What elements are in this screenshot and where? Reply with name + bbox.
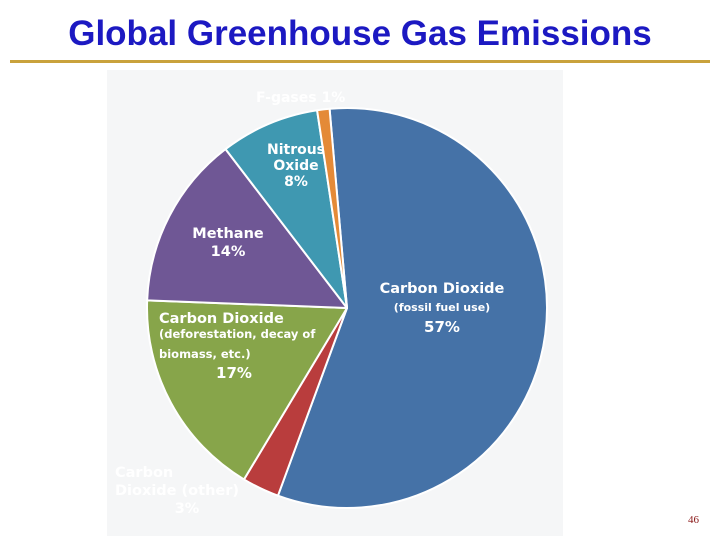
pie-slice-co2-deforestation xyxy=(146,299,348,481)
slice-label-f-gases-line-1: F-gases 1% xyxy=(256,90,345,106)
page-number: 46 xyxy=(688,514,699,526)
slice-label-nitrous-oxide-line-3: 8% xyxy=(284,174,308,190)
slice-label-co2-deforestation-line-1: Carbon Dioxide xyxy=(159,311,284,327)
slice-label-co2-deforestation-line-3: biomass, etc.) xyxy=(159,347,251,361)
pie-slice-f-gases xyxy=(316,107,348,309)
slice-label-co2-fossil-line-2: (fossil fuel use) xyxy=(394,301,490,314)
slice-label-nitrous-oxide-line-2: Oxide xyxy=(273,158,318,174)
title-divider xyxy=(10,60,710,63)
slice-label-co2-deforestation-line-4: 17% xyxy=(216,364,252,382)
slide-title: Global Greenhouse Gas Emissions xyxy=(68,14,652,53)
pie-slice-methane xyxy=(146,148,348,309)
pie-slice-co2-fossil xyxy=(276,107,548,509)
slice-label-co2-other-line-1: Carbon xyxy=(115,465,173,481)
pie-slice-nitrous-oxide xyxy=(224,109,348,309)
slice-label-nitrous-oxide-line-1: Nitrous xyxy=(267,142,325,158)
slice-label-co2-deforestation-line-2: (deforestation, decay of xyxy=(159,327,316,341)
slice-label-methane-line-2: 14% xyxy=(211,244,246,260)
slice-label-methane-line-1: Methane xyxy=(192,226,264,242)
slice-label-co2-fossil-line-3: 57% xyxy=(424,318,460,336)
slice-label-co2-other-line-2: Dioxide (other) xyxy=(115,483,239,499)
slice-label-co2-fossil-line-1: Carbon Dioxide xyxy=(380,281,505,297)
slice-label-co2-other-line-3: 3% xyxy=(175,501,200,517)
pie-chart: Carbon Dioxide (fossil fuel use) 57% Carbon… xyxy=(115,90,548,517)
